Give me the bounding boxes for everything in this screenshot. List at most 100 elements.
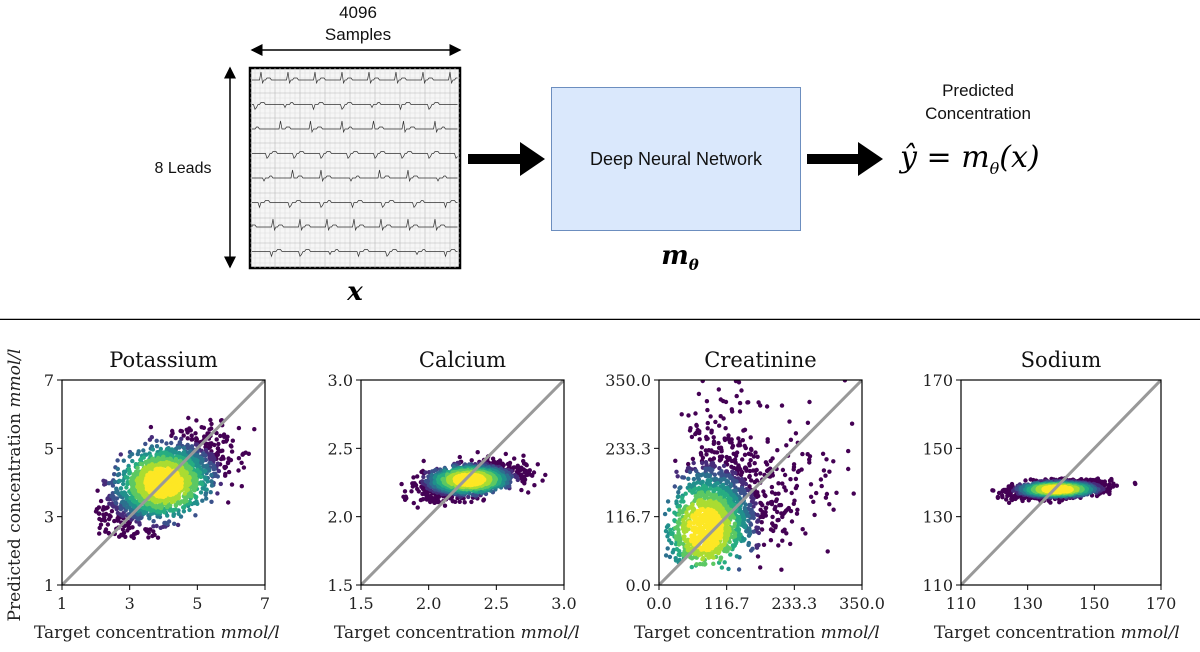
scatter-point — [181, 509, 187, 514]
scatter-point — [663, 553, 669, 558]
scatter-point — [503, 451, 508, 457]
scatter-point — [112, 479, 118, 485]
scatter-points — [93, 415, 257, 541]
scatter-point — [118, 452, 124, 457]
scatter-point — [776, 481, 781, 486]
scatter-point — [793, 476, 799, 482]
scatter-point — [193, 513, 198, 518]
scatter-point — [187, 507, 192, 513]
scatter-point — [717, 458, 723, 463]
scatter-point — [747, 484, 752, 489]
scatter-point — [791, 467, 796, 472]
scatter-point — [666, 507, 672, 512]
scatter-point — [776, 491, 781, 496]
scatter-point — [784, 443, 789, 448]
scatter-point — [827, 502, 832, 507]
scatter-point — [179, 436, 184, 441]
scatter-point — [770, 514, 775, 520]
scatter-point — [746, 540, 752, 546]
y-tick-label: 2.0 — [328, 508, 353, 527]
scatter-point — [746, 451, 751, 456]
scatter-point — [141, 448, 146, 453]
scatter-point — [752, 461, 757, 466]
scatter-point — [209, 479, 214, 484]
scatter-point — [469, 499, 474, 505]
y-tick-label: 7 — [44, 371, 54, 390]
scatter-point — [662, 511, 668, 517]
scatter-point — [229, 444, 234, 449]
y-tick-label: 1 — [44, 576, 54, 595]
scatter-point — [818, 477, 824, 482]
scatter-point — [141, 455, 146, 460]
scatter-point — [711, 435, 716, 440]
scatter-point — [229, 482, 235, 487]
scatter-point — [115, 458, 120, 463]
model-variable-label: mθ — [640, 241, 720, 274]
formula-arg: (x) — [999, 140, 1040, 175]
scatter-point — [746, 533, 752, 538]
scatter-point — [135, 451, 140, 457]
scatter-point — [733, 460, 738, 465]
scatter-point — [812, 512, 817, 518]
scatter-point — [686, 476, 691, 481]
scatter-point — [112, 518, 117, 524]
scatter-point — [729, 458, 734, 464]
scatter-point — [121, 481, 126, 487]
formula-yhat: ŷ — [900, 140, 917, 175]
y-tick-label: 5 — [44, 439, 54, 458]
scatter-point — [402, 489, 408, 494]
scatter-point — [747, 502, 752, 508]
scatter-point — [222, 434, 227, 439]
scatter-point — [805, 420, 811, 425]
scatter-point — [755, 454, 760, 459]
scatter-point — [834, 490, 839, 495]
scatter-point — [708, 414, 713, 419]
scatter-point — [730, 543, 736, 548]
scatter-point — [226, 456, 231, 461]
scatter-point — [241, 465, 247, 470]
scatter-point — [135, 529, 140, 535]
scatter-point — [788, 541, 793, 547]
scatter-point — [758, 507, 763, 512]
scatter-point — [819, 483, 824, 489]
scatter-point — [713, 419, 718, 425]
scatter-point — [755, 519, 760, 524]
scatter-point — [743, 445, 748, 451]
scatter-point — [203, 476, 208, 482]
scatter-point — [155, 535, 161, 540]
scatter-point — [103, 481, 108, 486]
scatter-point — [218, 481, 223, 487]
arrow-input-to-model — [468, 142, 545, 176]
scatter-point — [681, 519, 686, 525]
scatter-point — [667, 554, 673, 560]
scatter-point — [413, 482, 419, 488]
scatter-point — [683, 491, 688, 496]
output-title-line2: Concentration — [925, 104, 1031, 123]
scatter-point — [403, 494, 408, 499]
scatter-point — [130, 458, 135, 464]
scatter-point — [201, 463, 206, 469]
scatter-point — [811, 499, 816, 504]
scatter-point — [117, 478, 122, 483]
scatter-point — [744, 528, 749, 534]
scatter-point — [718, 555, 724, 560]
scatter-point — [758, 471, 763, 476]
scatter-point — [794, 511, 800, 516]
scatter-point — [681, 475, 687, 480]
ecg-input-image — [248, 66, 462, 270]
y-tick-label: 3.0 — [328, 371, 353, 390]
scatter-point — [236, 425, 242, 431]
scatter-point — [808, 494, 814, 499]
scatter-point — [154, 438, 159, 443]
scatter-point — [723, 399, 729, 405]
scatter-point — [143, 441, 148, 447]
scatter-point — [457, 499, 462, 504]
scatter-point — [789, 490, 794, 496]
scatter-point — [679, 412, 684, 417]
scatter-point — [682, 534, 687, 539]
scatter-point — [172, 521, 177, 526]
ecg-lead-trace — [252, 200, 458, 209]
scatter-point — [130, 525, 135, 530]
